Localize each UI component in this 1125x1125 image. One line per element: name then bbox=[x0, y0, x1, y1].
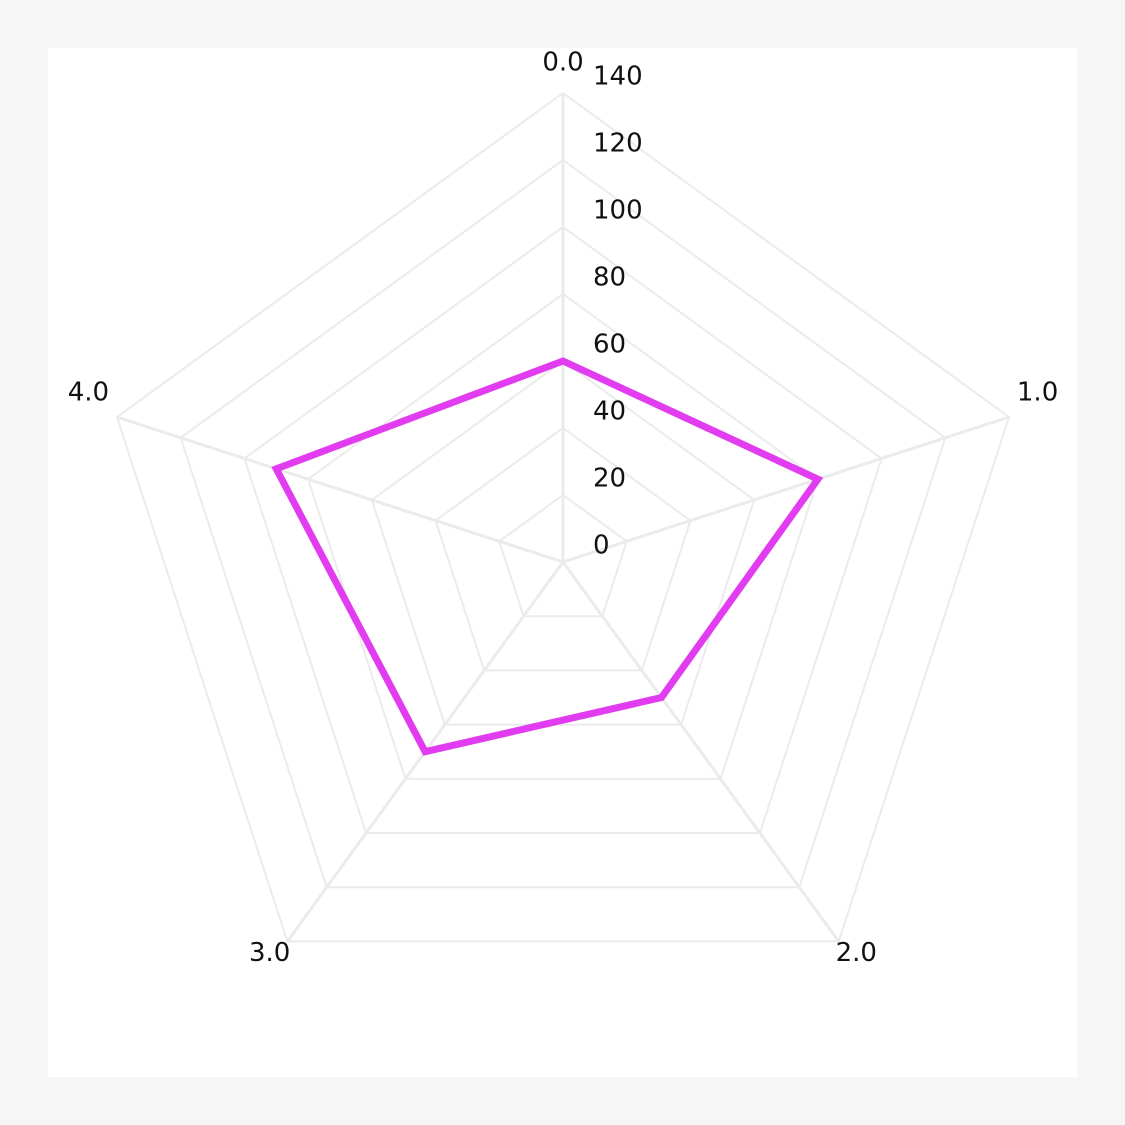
grid-ring bbox=[243, 225, 883, 835]
grid-ring bbox=[434, 426, 692, 672]
r-tick-label: 40 bbox=[593, 397, 626, 427]
category-label: 4.0 bbox=[68, 377, 109, 407]
data-line bbox=[271, 357, 824, 756]
r-tick-label: 0 bbox=[593, 531, 610, 561]
r-tick-label: 20 bbox=[593, 464, 626, 494]
category-label: 0.0 bbox=[542, 48, 583, 78]
grid-ring bbox=[115, 91, 1011, 943]
axis-spoke bbox=[116, 415, 564, 564]
r-tick-label: 80 bbox=[593, 263, 626, 293]
r-tick-label: 140 bbox=[593, 62, 643, 92]
axis-spoke bbox=[562, 415, 1010, 564]
r-tick-label: 100 bbox=[593, 196, 643, 226]
grid-ring bbox=[370, 359, 756, 726]
category-label: 3.0 bbox=[249, 938, 290, 968]
r-tick-label: 60 bbox=[593, 330, 626, 360]
category-label: 1.0 bbox=[1017, 377, 1058, 407]
category-label: 2.0 bbox=[836, 938, 877, 968]
grid-ring bbox=[179, 158, 947, 889]
grid-ring bbox=[306, 292, 820, 780]
grid-ring bbox=[498, 493, 628, 618]
r-tick-label: 120 bbox=[593, 129, 643, 159]
axis-spoke bbox=[561, 561, 840, 943]
